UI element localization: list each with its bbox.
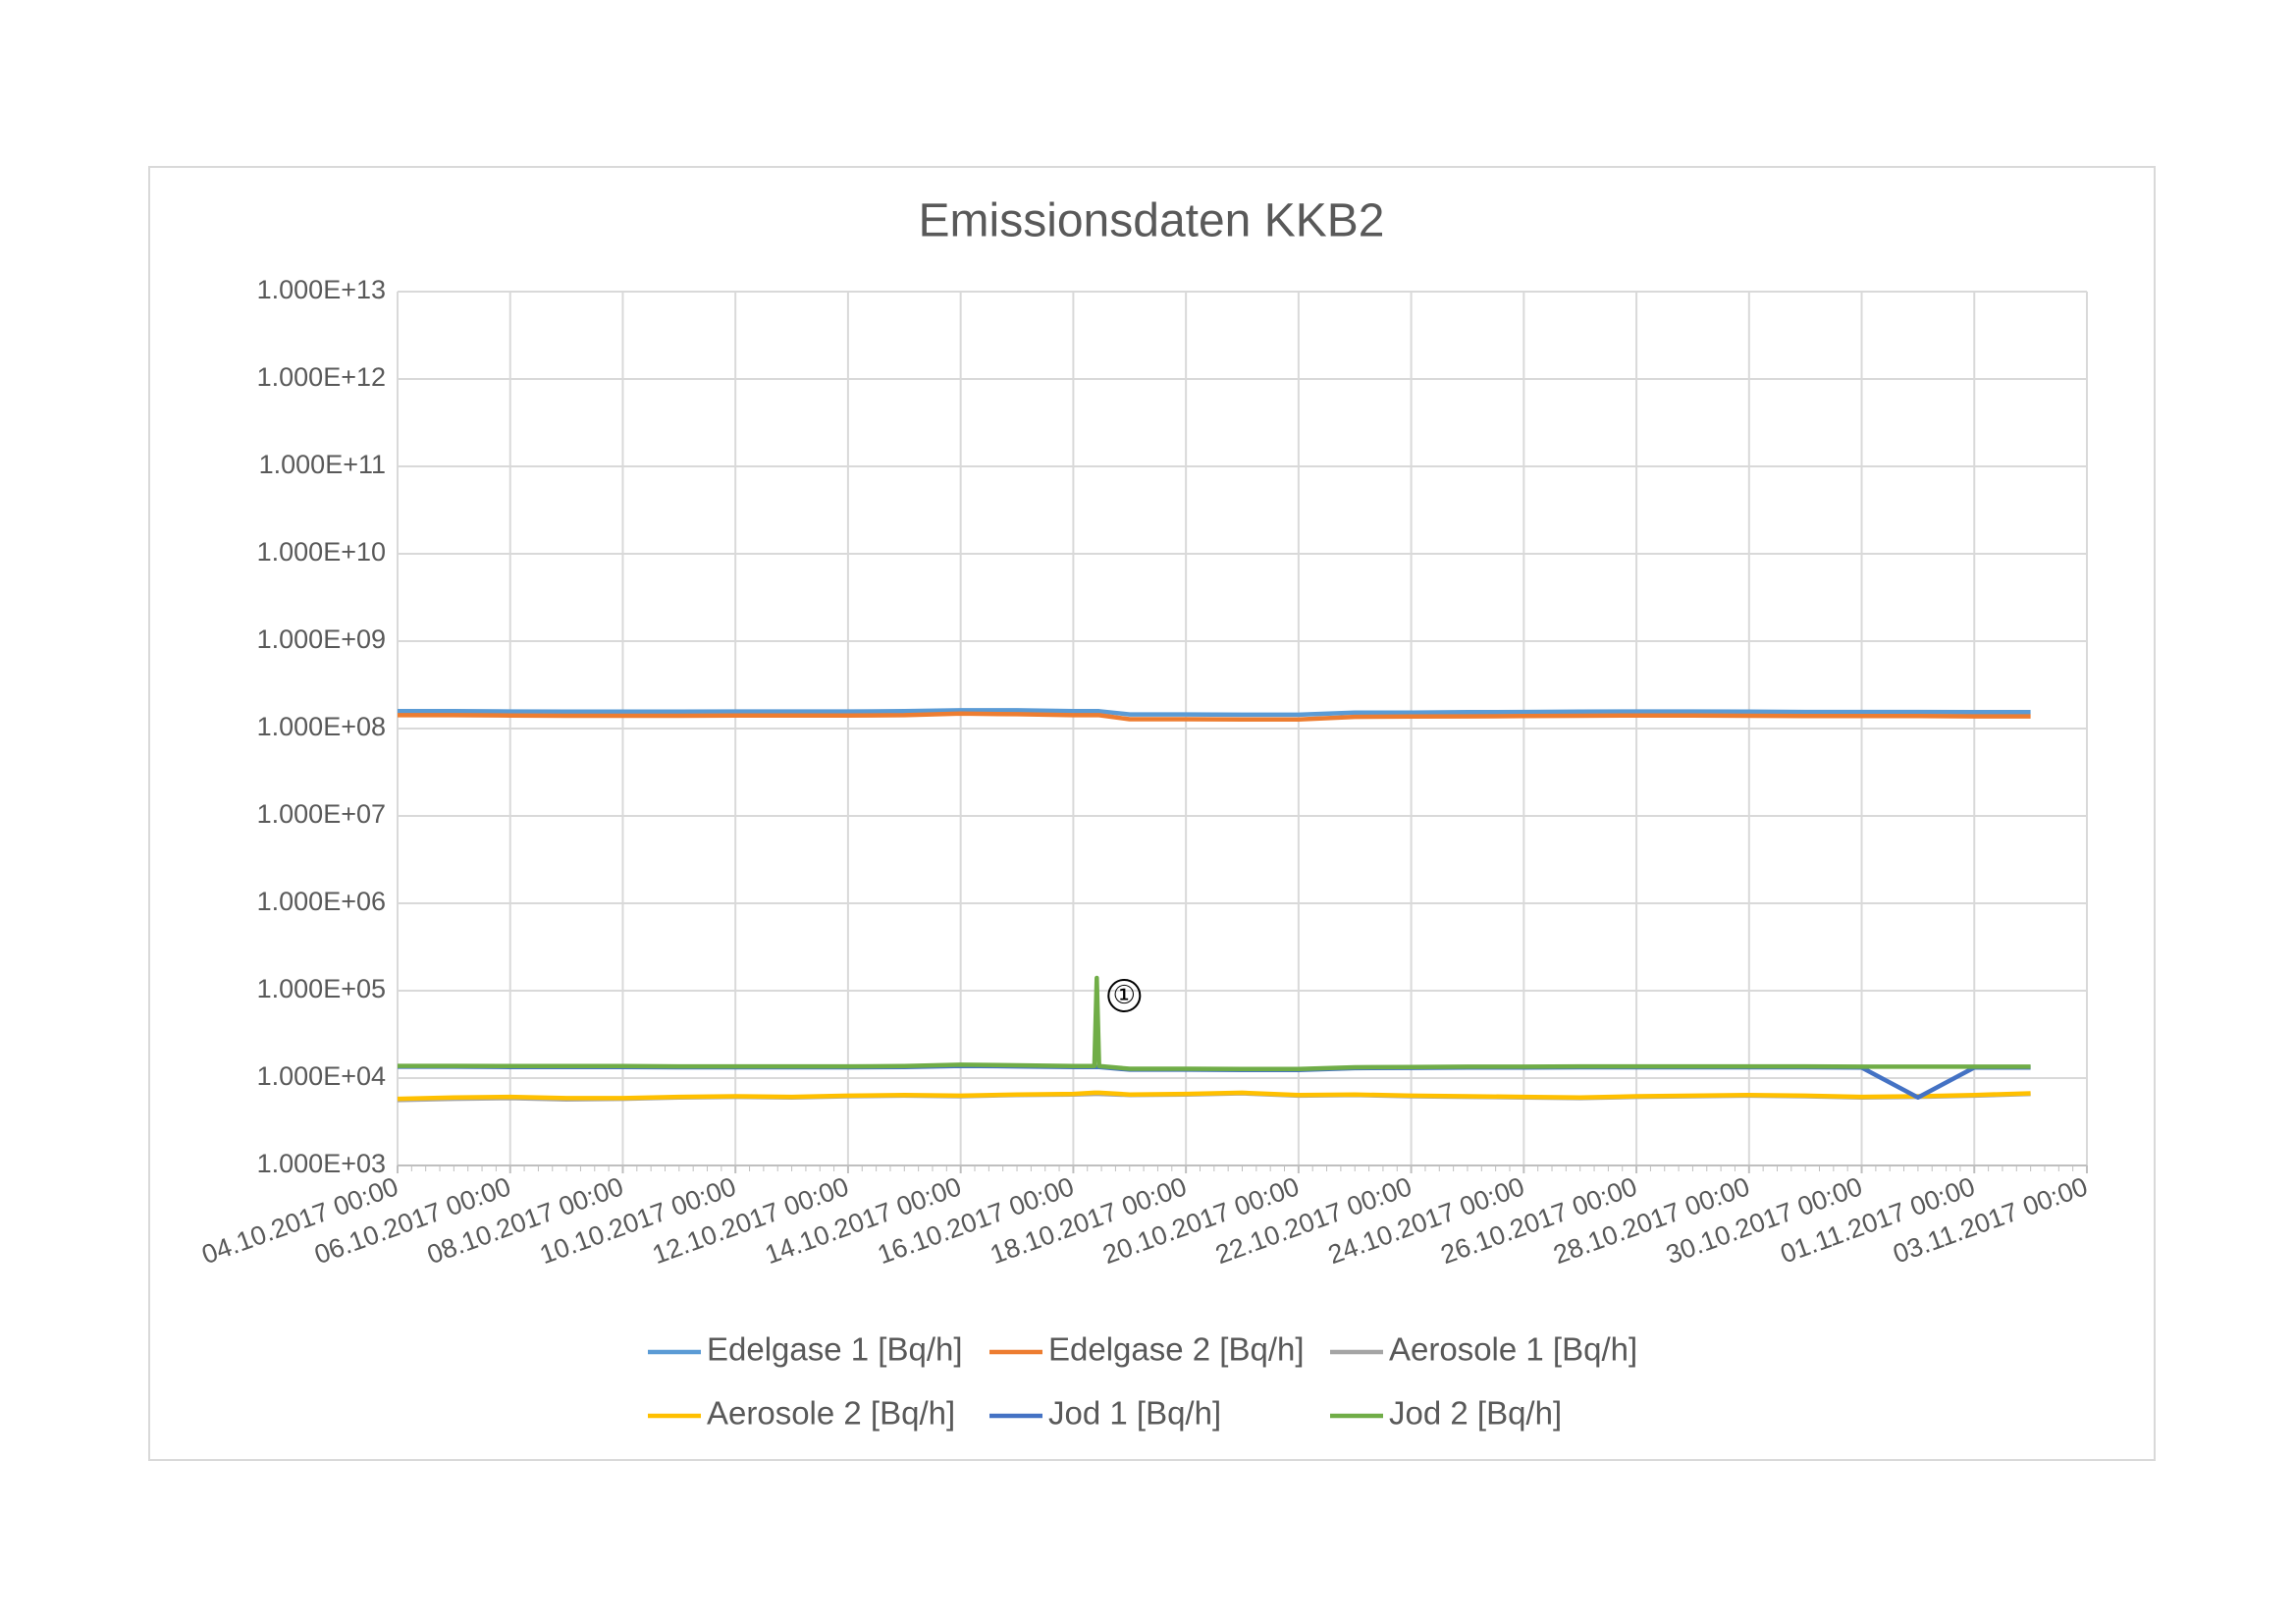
legend-label: Jod 2 [Bq/h] [1389, 1395, 1562, 1432]
legend-label: Edelgase 2 [Bq/h] [1048, 1331, 1305, 1368]
chart-border [148, 166, 2156, 1461]
y-tick-label: 1.000E+03 [257, 1149, 386, 1178]
y-tick-label: 1.000E+08 [257, 712, 386, 741]
legend-label: Edelgase 1 [Bq/h] [707, 1331, 963, 1368]
legend-label: Aerosole 1 [Bq/h] [1389, 1331, 1637, 1368]
y-tick-label: 1.000E+13 [257, 275, 386, 304]
y-tick-label: 1.000E+12 [257, 362, 386, 392]
y-tick-label: 1.000E+07 [257, 799, 386, 829]
y-tick-label: 1.000E+04 [257, 1061, 386, 1091]
series-line [397, 1090, 2031, 1102]
chart-title: Emissionsdaten KKB2 [919, 195, 1385, 247]
y-tick-label: 1.000E+05 [257, 974, 386, 1003]
annotation-circle [1107, 978, 1142, 1012]
y-tick-label: 1.000E+06 [257, 887, 386, 916]
series-line [398, 711, 2031, 723]
y-tick-label: 1.000E+09 [257, 624, 386, 654]
y-tick-label: 1.000E+10 [257, 537, 386, 567]
annotation: ① [1113, 980, 1136, 1009]
legend-label: Jod 1 [Bq/h] [1048, 1395, 1221, 1432]
series-line [398, 708, 2031, 718]
legend-label: Aerosole 2 [Bq/h] [707, 1395, 955, 1432]
series-line [398, 975, 2031, 1072]
y-tick-label: 1.000E+11 [259, 450, 386, 479]
